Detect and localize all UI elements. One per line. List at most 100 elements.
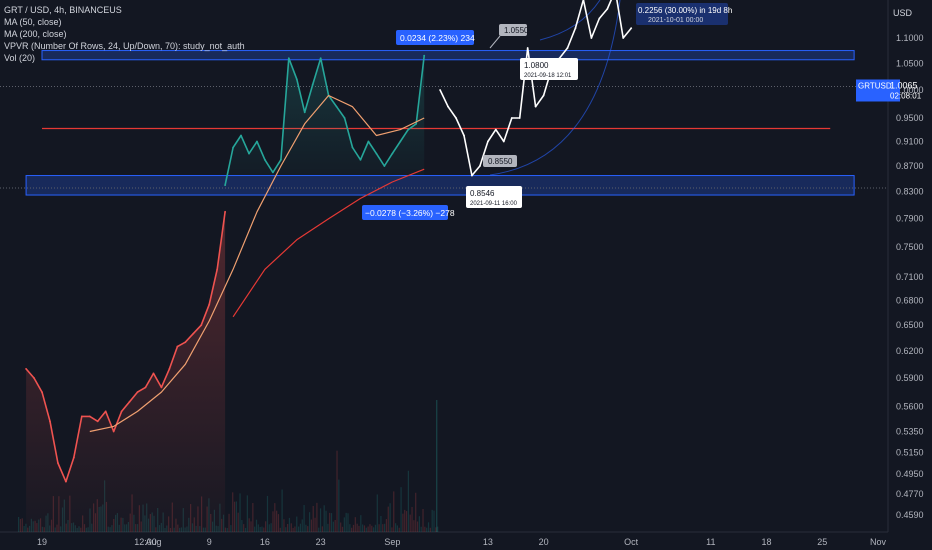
- projection-box: [636, 3, 728, 25]
- volume-bar: [23, 525, 25, 532]
- data-point-forecast_path: [630, 27, 633, 30]
- data-point-forecast_path: [590, 37, 593, 39]
- volume-bar: [296, 516, 298, 532]
- volume-bar: [318, 527, 320, 532]
- volume-bar: [233, 501, 236, 532]
- volume-bar: [351, 527, 353, 532]
- top-measure-text: 0.0234 (2.23%) 234: [400, 33, 475, 43]
- legend-vol[interactable]: Vol (20): [4, 53, 36, 63]
- volume-bar: [415, 492, 417, 532]
- projection-arc-inner: [539, 0, 601, 41]
- y-tick-label: 0.6800: [896, 296, 924, 306]
- legend-ma200[interactable]: MA (200, close): [4, 29, 67, 39]
- volume-bar: [376, 494, 378, 532]
- data-point-price_bear: [80, 415, 83, 418]
- volume-bar: [358, 525, 360, 532]
- x-tick-label: 23: [316, 537, 326, 547]
- data-point-price_bear: [168, 367, 171, 370]
- y-tick-label: 0.7500: [896, 242, 924, 252]
- y-tick-label: 0.6500: [896, 320, 924, 330]
- y-tick-label: 0.5350: [896, 426, 924, 436]
- volume-bar: [224, 527, 226, 532]
- projection-arc: [489, 0, 621, 176]
- data-point-forecast_path: [534, 105, 537, 108]
- data-point-price_bull: [367, 140, 370, 143]
- volume-bar: [230, 525, 232, 532]
- callout-2-box: [483, 155, 517, 167]
- data-point-forecast_path: [582, 0, 585, 1]
- volume-bar: [343, 517, 345, 532]
- data-point-price_bull: [256, 140, 258, 143]
- x-tick-label: 19: [37, 537, 47, 547]
- volume-bar: [270, 523, 272, 532]
- volume-bar: [274, 503, 276, 532]
- volume-bar: [319, 508, 322, 532]
- data-point-forecast_path: [463, 134, 465, 137]
- volume-bar: [321, 526, 323, 532]
- volume-bar: [312, 505, 314, 532]
- volume-bar: [301, 519, 303, 532]
- y-tick-label: 1.0000: [896, 85, 924, 95]
- volume-bar: [266, 495, 269, 532]
- x-tick-label: 9: [207, 537, 212, 547]
- legend-ma50[interactable]: MA (50, close): [4, 17, 62, 27]
- data-point-forecast_path: [447, 105, 449, 108]
- volume-bar: [394, 523, 397, 532]
- data-point-forecast_path: [494, 128, 497, 131]
- projection-date: 2021-10-01 00:00: [648, 17, 703, 24]
- volume-bar: [385, 519, 388, 532]
- volume-bar: [261, 526, 263, 532]
- legend-title[interactable]: GRT / USD, 4h, BINANCEUS: [4, 5, 122, 15]
- data-point-price_bear: [64, 480, 67, 483]
- data-point-price_bear: [192, 332, 195, 335]
- volume-bar: [252, 503, 254, 532]
- x-tick-label: Oct: [624, 537, 639, 547]
- volume-bar: [308, 512, 311, 532]
- data-point-price_bear: [33, 377, 35, 379]
- data-point-price_bull: [248, 152, 250, 155]
- data-point-price_bear: [208, 303, 211, 306]
- volume-bar: [325, 510, 327, 532]
- y-tick-label: 0.7100: [896, 272, 924, 282]
- volume-bar: [314, 517, 316, 532]
- data-point-price_bull: [399, 140, 402, 143]
- volume-bar: [398, 527, 400, 532]
- price-fill-bull: [225, 55, 425, 186]
- volume-bar: [389, 503, 391, 532]
- volume-bar: [418, 516, 420, 532]
- volume-bar: [257, 524, 259, 532]
- data-point-forecast_path: [455, 117, 457, 119]
- currency-label[interactable]: USD: [893, 6, 925, 20]
- data-point-price_bull: [407, 128, 410, 131]
- volume-bar: [263, 527, 265, 532]
- volume-bar: [427, 522, 430, 532]
- data-point-price_bear: [96, 420, 99, 423]
- x-tick-label: 20: [539, 537, 549, 547]
- volume-bar: [277, 514, 280, 532]
- y-tick-label: 1.1000: [896, 33, 924, 43]
- y-tick-label: 0.5900: [896, 373, 924, 383]
- volume-bar: [426, 527, 428, 532]
- legend-vpvr[interactable]: VPVR (Number Of Rows, 24, Up/Down, 70): …: [4, 41, 245, 51]
- data-point-forecast_path: [510, 117, 513, 119]
- volume-bar: [356, 523, 358, 532]
- zone-1: [41, 50, 855, 61]
- volume-bar: [349, 524, 351, 532]
- data-point-price_bear: [57, 462, 59, 464]
- volume-bar: [294, 526, 296, 532]
- data-point-price_bear: [216, 268, 219, 271]
- volume-bar: [360, 515, 362, 532]
- callout-2-text: 0.8550: [488, 157, 513, 166]
- volume-bar: [290, 523, 292, 532]
- volume-bar: [244, 527, 247, 532]
- volume-bar: [329, 512, 331, 532]
- volume-bar: [334, 519, 336, 532]
- data-point-price_bull: [375, 152, 378, 155]
- price-countdown: 02:08:01: [890, 91, 922, 100]
- data-point-price_bear: [136, 391, 139, 393]
- data-point-price_bull: [391, 152, 394, 155]
- bottom-measure-text: −0.0278 (−3.26%) −278: [365, 208, 455, 218]
- data-point-price_bear: [112, 430, 115, 433]
